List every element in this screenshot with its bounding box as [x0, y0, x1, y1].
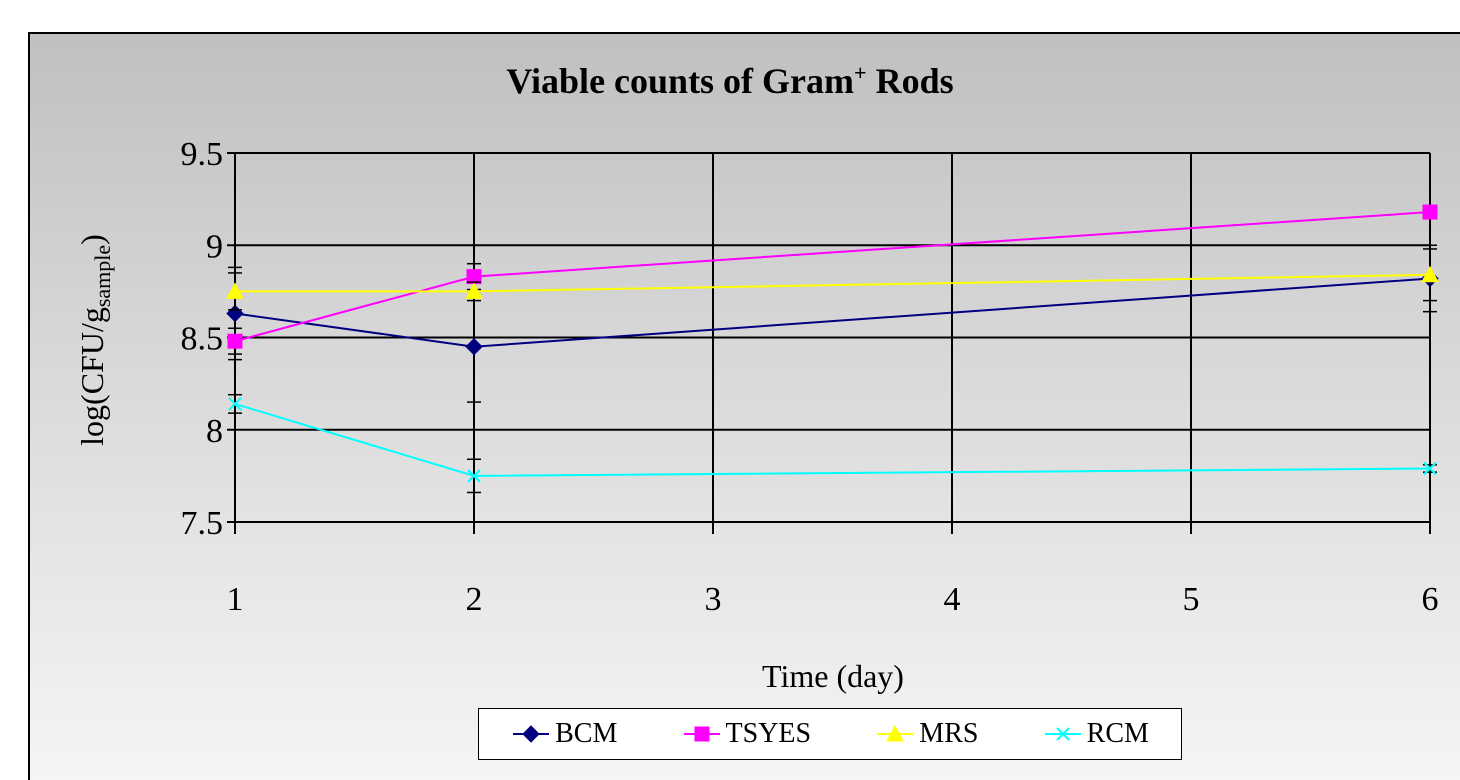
y-axis-label-close: ) — [73, 234, 110, 245]
grid-layer — [227, 152, 1431, 534]
data-point-rcm-1 — [467, 469, 481, 483]
x-tick-label-3: 4 — [944, 581, 961, 618]
chart-title-rest: Rods — [866, 61, 954, 101]
y-axis-label-main: log(CFU/g — [73, 307, 110, 446]
legend-item-mrs: MRS — [875, 718, 978, 750]
legend-label: RCM — [1086, 718, 1149, 749]
y-tick-label-0: 7.5 — [181, 505, 224, 542]
legend-swatch-rcm — [1044, 727, 1081, 741]
data-point-mrs-2 — [1421, 265, 1439, 283]
legend-swatch-tsyes — [683, 726, 720, 742]
y-tick-label-3: 9 — [206, 228, 223, 265]
y-axis-label: log(CFU/gsample) — [74, 234, 116, 446]
y-tick-label-1: 8 — [206, 413, 223, 450]
data-point-rcm-0 — [228, 397, 242, 411]
legend-item-rcm: RCM — [1043, 718, 1149, 750]
legend-marker — [886, 724, 905, 742]
data-point-tsyes-2 — [1422, 204, 1438, 220]
legend-label: BCM — [555, 718, 618, 749]
data-point-rcm-1-b — [467, 469, 481, 483]
data-point-rcm-0-b — [228, 397, 242, 411]
series-line-mrs — [235, 273, 1431, 293]
tick-layer: 7.5 8 8.5 9 9.5 1 2 3 4 5 6 — [181, 136, 1439, 618]
legend-swatch-bcm — [513, 725, 550, 743]
series-bcm — [226, 244, 1439, 403]
x-tick-label-1: 2 — [466, 581, 483, 618]
chart-area — [28, 32, 1460, 780]
y-tick-label-2: 8.5 — [181, 321, 224, 358]
legend-marker — [1055, 727, 1070, 741]
legend-marker-b — [1055, 727, 1070, 741]
x-tick-label-5: 6 — [1422, 581, 1439, 618]
series-mrs — [226, 248, 1439, 311]
series-line-bcm — [234, 277, 1431, 348]
series-tsyes — [227, 204, 1438, 355]
x-tick-label-2: 3 — [705, 581, 722, 618]
x-axis-label: Time (day) — [762, 658, 904, 694]
data-point-rcm-2-b — [1423, 461, 1437, 476]
chart-title-superscript: + — [854, 60, 867, 85]
data-point-mrs-0 — [226, 282, 244, 299]
legend-label: MRS — [919, 718, 979, 749]
legend-item-tsyes: TSYES — [682, 718, 812, 750]
legend-label: TSYES — [725, 718, 812, 749]
legend-marker — [694, 726, 710, 742]
data-point-rcm-2 — [1423, 461, 1437, 476]
x-tick-label-0: 1 — [227, 581, 244, 618]
legend-swatch-mrs — [877, 724, 914, 742]
x-tick-label-4: 5 — [1183, 581, 1200, 618]
data-point-tsyes-0 — [227, 333, 243, 349]
data-point-mrs-1 — [465, 282, 483, 299]
chart-title: Viable counts of Gram+ Rods — [0, 60, 1460, 102]
y-axis-label-subscript: sample — [90, 244, 116, 308]
data-point-bcm-1 — [465, 338, 483, 356]
series-line-rcm — [234, 402, 1431, 477]
legend-item-bcm: BCM — [511, 718, 617, 750]
chart-title-main: Viable counts of Gram — [506, 61, 855, 101]
series-rcm — [228, 393, 1437, 494]
legend-marker — [522, 725, 540, 743]
series-layer — [226, 204, 1439, 494]
legend: BCM TSYES MRS RCM — [478, 708, 1182, 760]
y-tick-label-4: 9.5 — [181, 136, 224, 173]
